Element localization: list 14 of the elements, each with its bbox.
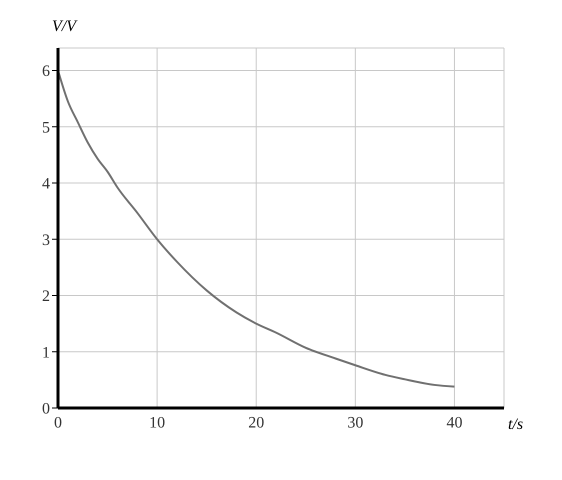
y-tick-label: 5 xyxy=(42,119,50,136)
y-axis-title: V/V xyxy=(52,18,76,36)
y-tick-label: 1 xyxy=(42,344,50,362)
y-tick-label: 3 xyxy=(42,232,50,249)
x-tick-label: 0 xyxy=(54,414,62,432)
y-tick-label: 2 xyxy=(42,288,50,306)
x-tick-label: 40 xyxy=(446,414,462,432)
x-axis-title: t/s xyxy=(508,416,524,434)
y-tick-label: 0 xyxy=(42,400,50,418)
x-tick-label: 30 xyxy=(347,414,364,432)
x-tick-label: 10 xyxy=(149,414,166,432)
y-tick-label: 4 xyxy=(42,176,50,193)
x-tick-label: 20 xyxy=(248,414,264,432)
y-tick-label: 6 xyxy=(42,63,50,80)
